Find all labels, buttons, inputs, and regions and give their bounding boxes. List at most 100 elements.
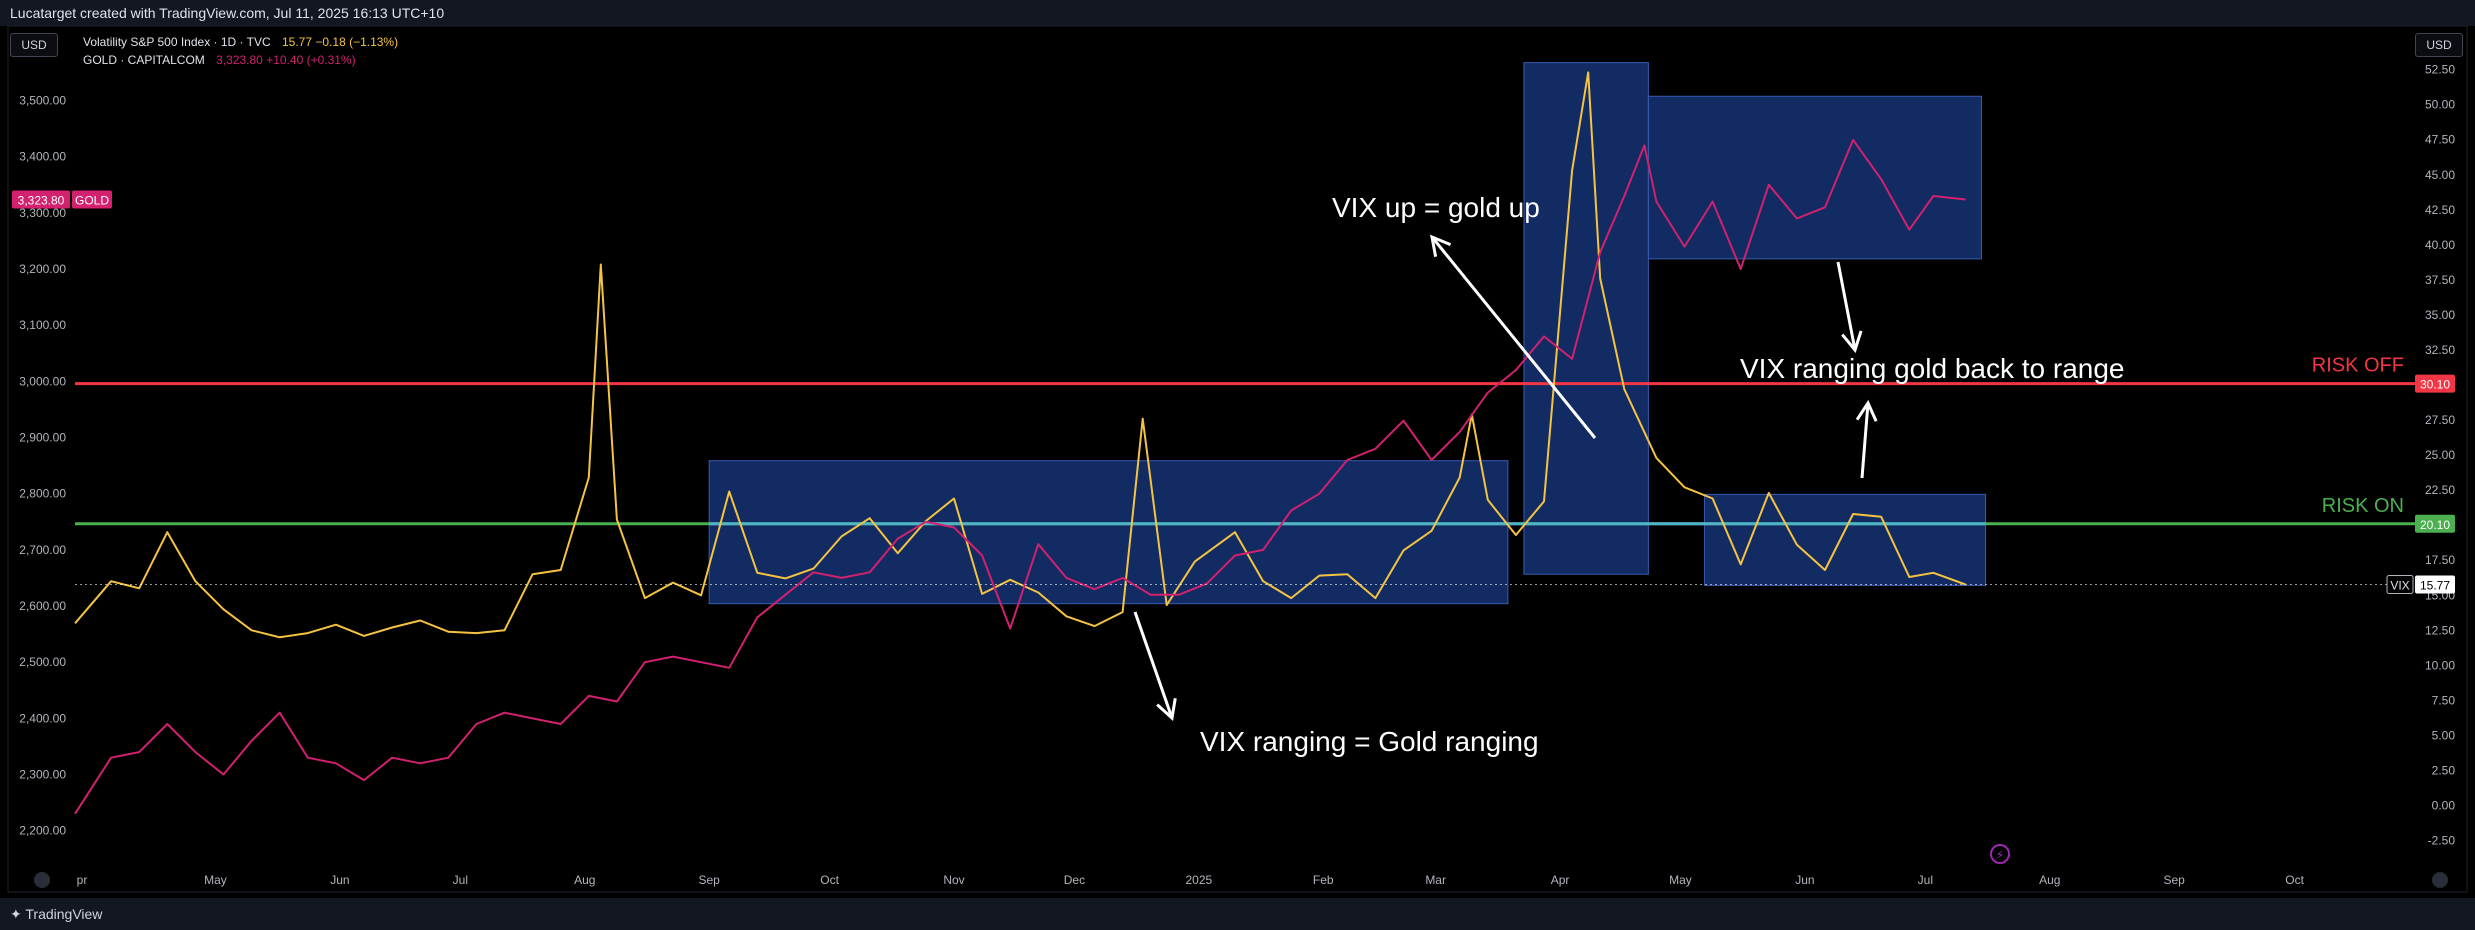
vix-last-badge-label: VIX: [2390, 578, 2409, 592]
annotation-arrow-range-down-head: [1841, 330, 1863, 354]
annotation-text: VIX ranging = Gold ranging: [1200, 726, 1539, 757]
gold-last-badge-value: 3,323.80: [18, 194, 65, 208]
left-axis-tick-label: 3,000.00: [19, 374, 66, 388]
x-axis-tick-label: pr: [77, 873, 88, 887]
annotation-arrow-up-head: [1430, 234, 1452, 257]
x-axis-tick-label: Dec: [1064, 873, 1085, 887]
x-axis-tick-label: Oct: [2285, 873, 2304, 887]
right-axis-tick-label: 37.50: [2425, 273, 2455, 287]
left-axis-tick-label: 2,700.00: [19, 543, 66, 557]
x-axis-tick-label: Jun: [330, 873, 349, 887]
left-axis-tick-label: 2,500.00: [19, 655, 66, 669]
right-axis-tick-label: 50.00: [2425, 98, 2455, 112]
gold-last-badge-tag: [72, 190, 112, 209]
series-line-vix: [74, 71, 1966, 639]
annotation-arrow-range-up-head: [1855, 399, 1878, 422]
right-axis-tick-label: 25.00: [2425, 448, 2455, 462]
legend-last-vix: 15.77: [282, 35, 313, 49]
right-axis-tick-label: 7.50: [2432, 693, 2456, 707]
left-axis-tick-label: 2,200.00: [19, 824, 66, 838]
right-axis-tick-label: 10.00: [2425, 658, 2455, 672]
x-axis-tick-label: Apr: [1551, 873, 1570, 887]
tradingview-logo-icon: ✦: [10, 906, 22, 922]
annotation-arrow-up: [1430, 236, 1597, 439]
attribution-bar: Lucatarget created with TradingView.com,…: [0, 0, 2475, 26]
series-line-gold: [74, 138, 1966, 815]
right-axis-tick-label: 35.00: [2425, 308, 2455, 322]
legend-last-gold: 3,323.80: [216, 53, 263, 67]
legend-change-gold: +10.40 (+0.31%): [266, 53, 356, 67]
annotation-text: VIX ranging gold back to range: [1740, 353, 2124, 384]
chart-legend: Volatility S&P 500 Index · 1D · TVC 15.7…: [83, 33, 398, 69]
bottom-bar: ✦ TradingView: [0, 898, 2475, 930]
right-axis-tick-label: 32.50: [2425, 343, 2455, 357]
vix-last-badge-tag: [2386, 574, 2414, 594]
left-axis-tick-label: 2,300.00: [19, 768, 66, 782]
vix-last-badge: [2415, 575, 2455, 594]
legend-row-gold[interactable]: GOLD · CAPITALCOM 3,323.80 +10.40 (+0.31…: [83, 51, 398, 69]
x-axis-tick-label: Feb: [1313, 873, 1334, 887]
hline-badge-value: 20.10: [2420, 518, 2450, 532]
range-box-autumn: [708, 460, 1509, 605]
x-axis-tick-label: Aug: [2039, 873, 2060, 887]
left-axis-tick-label: 3,400.00: [19, 150, 66, 164]
range-box-spike: [1523, 62, 1649, 575]
x-axis-tick-label: Jul: [453, 873, 468, 887]
x-axis-tick-label: Jun: [1795, 873, 1814, 887]
range-box-gold: [1647, 95, 1983, 260]
right-axis-tick-label: 52.50: [2425, 63, 2455, 77]
right-axis-tick-label: 42.50: [2425, 203, 2455, 217]
hline-badge: [2415, 514, 2455, 533]
currency-button-right[interactable]: USD: [2415, 33, 2463, 57]
hline-badge-value: 30.10: [2420, 378, 2450, 392]
timezone-icon: [34, 872, 50, 888]
gold-last-badge: [12, 190, 70, 209]
right-axis-tick-label: 47.50: [2425, 133, 2455, 147]
right-axis-tick-label: -2.50: [2428, 834, 2456, 848]
left-axis-tick-label: 2,800.00: [19, 487, 66, 501]
right-axis-tick-label: 45.00: [2425, 168, 2455, 182]
legend-change-vix: −0.18 (−1.13%): [315, 35, 399, 49]
left-axis-tick-label: 3,100.00: [19, 318, 66, 332]
gold-last-badge-label: GOLD: [75, 194, 109, 208]
x-axis-tick-label: Mar: [1425, 873, 1446, 887]
auto-scale-icon: [2432, 872, 2448, 888]
x-axis-tick-label: Nov: [943, 873, 964, 887]
legend-row-vix[interactable]: Volatility S&P 500 Index · 1D · TVC 15.7…: [83, 33, 398, 51]
hline-label: RISK ON: [2322, 495, 2404, 517]
left-axis-tick-label: 3,200.00: [19, 262, 66, 276]
lightning-icon: [1990, 844, 2010, 864]
annotation-arrow-range-up: [1860, 402, 1870, 479]
right-axis-tick-label: 2.50: [2432, 763, 2456, 777]
right-axis-tick-label: 27.50: [2425, 413, 2455, 427]
right-axis-tick-label: 22.50: [2425, 483, 2455, 497]
x-axis-tick-label: May: [1669, 873, 1692, 887]
right-axis-tick-label: 0.00: [2432, 799, 2456, 813]
tradingview-logo-text: TradingView: [25, 906, 103, 922]
attribution-text: Lucatarget created with TradingView.com,…: [10, 5, 445, 21]
left-axis-tick-label: 3,500.00: [19, 94, 66, 108]
left-axis-tick-label: 2,600.00: [19, 599, 66, 613]
x-axis-tick-label: Sep: [2163, 873, 2185, 887]
left-axis-tick-label: 3,300.00: [19, 206, 66, 220]
x-axis-tick-label: May: [204, 873, 227, 887]
legend-name-vix: Volatility S&P 500 Index · 1D · TVC: [83, 35, 271, 49]
x-axis-tick-label: Sep: [698, 873, 720, 887]
annotation-arrow-range-down: [1836, 261, 1857, 351]
x-axis-tick-label: Oct: [820, 873, 839, 887]
tradingview-logo[interactable]: ✦ TradingView: [10, 906, 102, 923]
right-axis-tick-label: 17.50: [2425, 553, 2455, 567]
vix-last-badge-value: 15.77: [2420, 578, 2450, 592]
right-axis-tick-label: 12.50: [2425, 623, 2455, 637]
annotation-text: VIX up = gold up: [1332, 192, 1540, 223]
hline-label: RISK OFF: [2312, 355, 2404, 377]
range-box-vix: [1704, 493, 1987, 586]
annotation-arrow-down-head: [1156, 698, 1177, 721]
right-axis-tick-label: 5.00: [2432, 728, 2456, 742]
left-axis-tick-label: 2,900.00: [19, 431, 66, 445]
left-axis-tick-label: 2,400.00: [19, 711, 66, 725]
right-axis-tick-label: 40.00: [2425, 238, 2455, 252]
lightning-glyph: ⚡: [1996, 848, 2004, 862]
currency-button-left[interactable]: USD: [10, 33, 58, 57]
